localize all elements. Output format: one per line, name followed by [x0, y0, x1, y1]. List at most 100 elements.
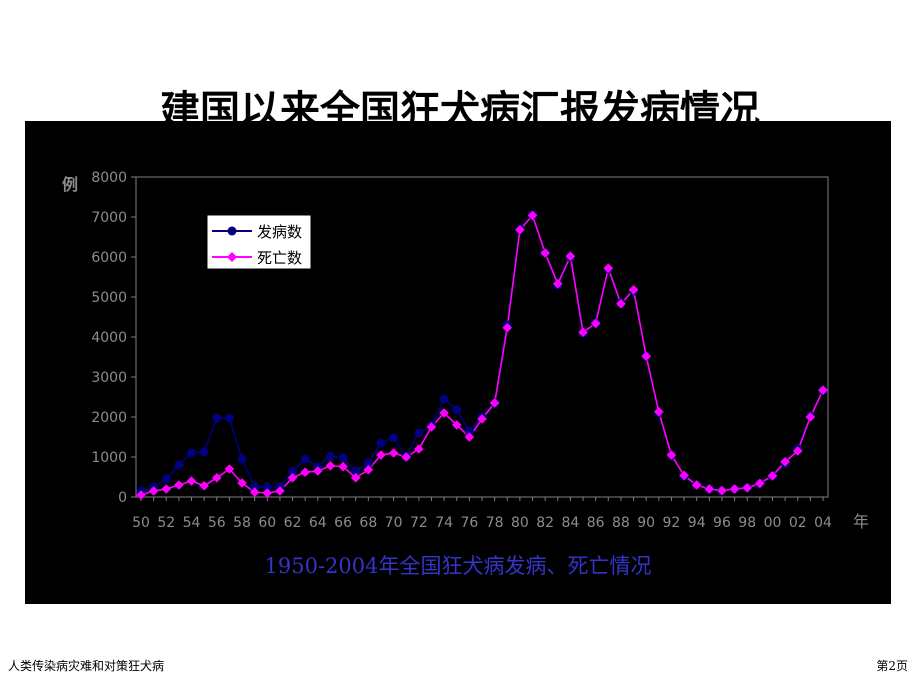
data-point-cases — [250, 482, 260, 492]
data-point-cases — [389, 433, 399, 443]
data-point-deaths — [502, 323, 513, 333]
x-tick-label: 66 — [334, 515, 352, 531]
x-tick-label: 92 — [663, 515, 681, 531]
data-point-deaths — [325, 461, 336, 471]
data-point-deaths — [174, 480, 184, 490]
legend-label: 发病数 — [257, 223, 302, 241]
data-point-deaths — [489, 398, 500, 408]
data-point-cases — [262, 482, 272, 492]
data-point-deaths — [249, 487, 260, 497]
data-point-cases — [161, 474, 171, 484]
footer-left: 人类传染病灾难和对策狂犬病 — [8, 659, 165, 673]
data-point-cases — [212, 413, 222, 423]
data-point-deaths — [211, 473, 222, 483]
x-tick-label: 60 — [258, 515, 276, 531]
data-point-deaths — [313, 466, 323, 476]
y-tick-label: 6000 — [91, 250, 127, 266]
data-point-deaths — [414, 444, 424, 454]
x-tick-label: 04 — [814, 515, 832, 531]
data-point-deaths — [275, 486, 285, 496]
data-point-deaths — [590, 318, 601, 329]
data-point-cases — [439, 394, 449, 404]
legend-label: 死亡数 — [257, 249, 302, 267]
x-tick-label: 62 — [284, 515, 302, 531]
x-tick-label: 52 — [157, 515, 175, 531]
data-point-deaths — [287, 473, 298, 483]
data-point-deaths — [717, 485, 727, 496]
x-tick-label: 90 — [637, 515, 655, 531]
series-markers — [136, 210, 828, 500]
data-point-deaths — [691, 480, 702, 490]
chart-caption: 1950-2004年全国狂犬病发病、死亡情况 — [265, 554, 652, 578]
x-tick-label: 76 — [460, 515, 478, 531]
x-tick-label: 02 — [789, 515, 807, 531]
data-point-deaths — [729, 484, 740, 494]
data-point-deaths — [527, 210, 538, 221]
data-point-cases — [376, 438, 386, 448]
data-point-cases — [174, 460, 184, 470]
data-point-deaths — [363, 465, 374, 475]
data-point-deaths — [780, 457, 790, 467]
data-point-deaths — [578, 327, 588, 337]
data-point-deaths — [666, 450, 677, 460]
data-point-deaths — [199, 481, 209, 491]
x-tick-label: 64 — [309, 515, 327, 531]
x-tick-label: 00 — [764, 515, 782, 531]
data-point-deaths — [300, 467, 310, 477]
data-point-deaths — [148, 486, 159, 496]
data-point-deaths — [136, 490, 146, 500]
data-point-deaths — [616, 299, 626, 309]
y-tick-label: 7000 — [91, 210, 127, 226]
x-tick-label: 68 — [359, 515, 377, 531]
data-point-deaths — [451, 420, 462, 430]
data-point-cases — [363, 458, 373, 468]
x-tick-label: 86 — [587, 515, 605, 531]
data-point-cases — [338, 453, 348, 463]
x-tick-label: 56 — [208, 515, 226, 531]
data-point-deaths — [464, 432, 475, 442]
data-point-deaths — [679, 470, 689, 481]
data-point-deaths — [401, 452, 412, 462]
x-tick-label: 70 — [385, 515, 403, 531]
x-axis-label: 年 — [853, 512, 869, 531]
data-point-cases — [237, 454, 247, 464]
data-point-cases — [414, 428, 424, 438]
data-point-deaths — [654, 407, 664, 417]
data-point-deaths — [767, 471, 778, 481]
x-tick-label: 84 — [561, 515, 579, 531]
data-point-deaths — [540, 248, 550, 258]
y-tick-label: 1000 — [91, 450, 127, 466]
data-point-deaths — [603, 263, 614, 273]
data-point-cases — [300, 454, 310, 464]
x-tick-label: 82 — [536, 515, 554, 531]
legend-marker — [227, 226, 237, 236]
data-point-deaths — [350, 473, 361, 483]
data-point-cases — [224, 413, 234, 423]
y-tick-label: 3000 — [91, 370, 127, 386]
data-point-deaths — [338, 461, 348, 472]
y-ticks: 0 1000 2000 3000 4000 5000 6000 7000 8000 — [91, 170, 136, 506]
data-point-deaths — [792, 446, 803, 456]
y-tick-label: 0 — [118, 490, 127, 506]
data-point-cases — [464, 426, 474, 436]
x-tick-label: 88 — [612, 515, 630, 531]
data-point-deaths — [426, 422, 437, 432]
data-point-deaths — [439, 408, 449, 418]
data-point-deaths — [704, 484, 715, 494]
data-point-cases — [199, 447, 209, 457]
data-point-deaths — [224, 464, 235, 474]
x-ticks: 50 52 54 56 58 60 62 64 66 68 70 72 74 76 78 80 82 84 86 88… — [132, 497, 832, 531]
y-tick-label: 2000 — [91, 410, 127, 426]
data-point-deaths — [641, 351, 651, 361]
data-point-deaths — [628, 285, 639, 295]
x-tick-label: 74 — [435, 515, 453, 531]
page-number: 第2页 — [876, 659, 908, 673]
chart-panel: 0 1000 2000 3000 4000 5000 6000 7000 8000 50 52 54… — [25, 121, 891, 604]
data-point-deaths — [818, 385, 828, 395]
data-point-deaths — [376, 450, 386, 460]
data-point-deaths — [186, 476, 197, 486]
data-point-deaths — [742, 483, 753, 493]
data-point-cases — [351, 466, 361, 476]
